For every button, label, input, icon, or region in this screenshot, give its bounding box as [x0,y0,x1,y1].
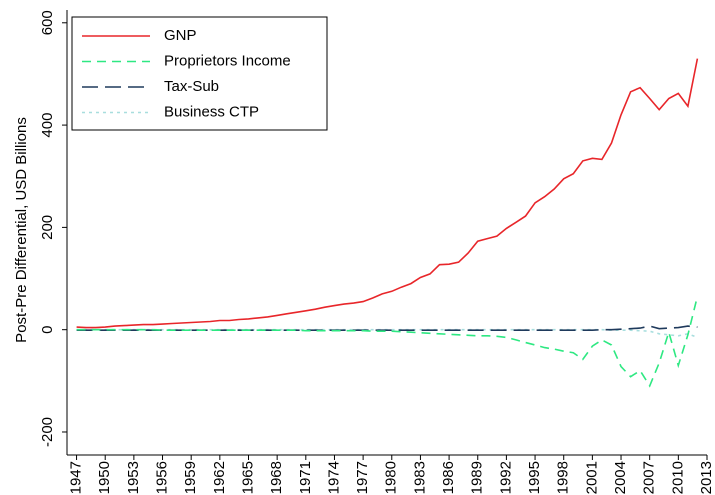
x-tick-label: 1953 [125,461,142,494]
x-tick-label: 1959 [182,461,199,494]
legend-label: Tax-Sub [164,78,219,95]
x-tick-label: 2001 [583,461,600,494]
y-tick-label: 400 [39,113,56,138]
x-tick-label: 1989 [469,461,486,494]
x-tick-label: 1956 [153,461,170,494]
y-tick-label: -200 [39,417,56,447]
legend-label: Proprietors Income [164,52,291,69]
x-tick-label: 1983 [411,461,428,494]
x-tick-label: 2004 [612,461,629,494]
x-tick-label: 2013 [698,461,715,494]
x-tick-label: 1992 [497,461,514,494]
x-tick-label: 1995 [526,461,543,494]
x-tick-label: 1980 [383,461,400,494]
x-tick-label: 1950 [96,461,113,494]
x-tick-label: 1974 [325,461,342,494]
series-line [76,325,698,332]
y-tick-label: 200 [39,215,56,240]
legend-label: GNP [164,27,197,44]
series-line [76,58,699,329]
x-tick-label: 1947 [68,461,85,494]
x-tick-label: 1965 [239,461,256,494]
x-tick-label: 1971 [297,461,314,494]
x-tick-label: 1968 [268,461,285,494]
x-tick-label: 2010 [669,461,686,494]
x-tick-label: 1977 [354,461,371,494]
y-tick-label: 0 [39,326,56,334]
series-line [76,296,699,388]
x-tick-label: 1998 [555,461,572,494]
y-axis-label: Post-Pre Differential, USD Billions [13,117,30,343]
legend-label: Business CTP [164,103,259,120]
x-tick-label: 1962 [211,461,228,494]
x-tick-label: 1986 [440,461,457,494]
x-tick-label: 2007 [641,461,658,494]
y-tick-label: 600 [39,10,56,35]
